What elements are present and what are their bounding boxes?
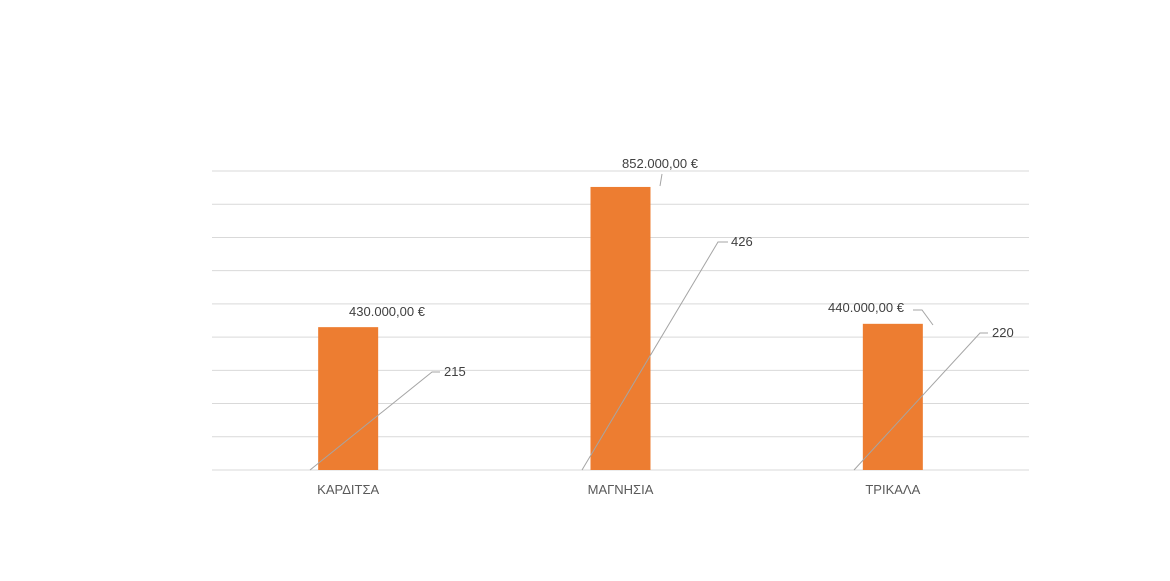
bar-3 bbox=[862, 323, 923, 470]
x-tick-label: ΚΑΡΔΙΤΣΑ bbox=[317, 482, 379, 497]
leader-line bbox=[659, 173, 663, 187]
data-label: 215 bbox=[444, 364, 466, 379]
bar-1 bbox=[318, 327, 379, 470]
x-tick-label: ΤΡΙΚΑΛΑ bbox=[865, 482, 920, 497]
x-tick-label: ΜΑΓΝΗΣΙΑ bbox=[588, 482, 654, 497]
data-label: 440.000,00 € bbox=[828, 300, 905, 315]
bar-2 bbox=[590, 186, 651, 471]
data-label: 426 bbox=[731, 234, 753, 249]
leader-line bbox=[309, 371, 440, 471]
leader-line bbox=[913, 309, 934, 326]
data-label: 220 bbox=[992, 325, 1014, 340]
leader-line bbox=[581, 241, 728, 471]
data-label: 852.000,00 € bbox=[622, 156, 699, 171]
data-label: 430.000,00 € bbox=[349, 304, 426, 319]
leader-line bbox=[853, 332, 988, 471]
